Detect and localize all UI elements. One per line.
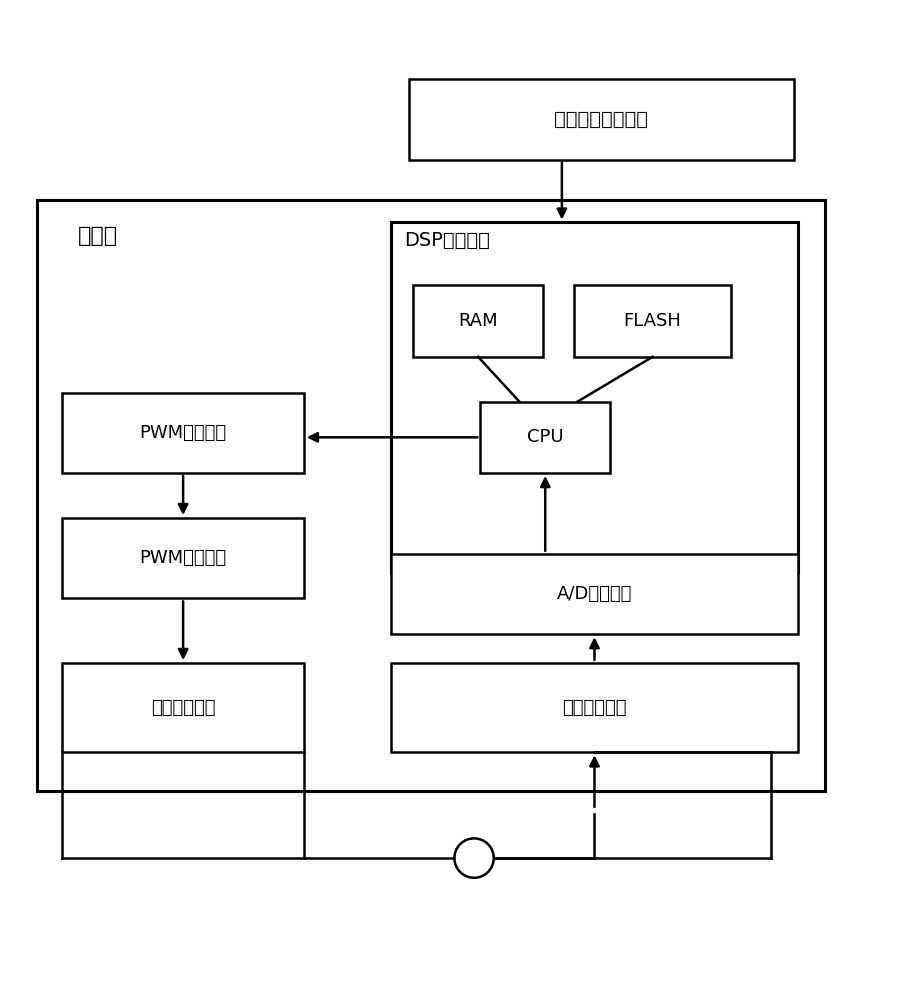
Bar: [409, 79, 794, 160]
Text: 控制器: 控制器: [77, 226, 118, 246]
Text: CPU: CPU: [527, 428, 564, 446]
Text: RAM: RAM: [458, 312, 497, 330]
Text: A/D转换单元: A/D转换单元: [557, 585, 632, 603]
Text: FLASH: FLASH: [624, 312, 682, 330]
Text: 逆变电源回路: 逆变电源回路: [151, 699, 216, 717]
Text: DSP处理单元: DSP处理单元: [404, 231, 490, 250]
Text: PWM输出单元: PWM输出单元: [139, 424, 226, 442]
Text: 电流检测单元: 电流检测单元: [562, 699, 627, 717]
Bar: [62, 393, 304, 473]
Bar: [575, 285, 731, 357]
Bar: [391, 554, 798, 634]
Bar: [391, 222, 798, 572]
Bar: [62, 518, 304, 598]
Bar: [37, 200, 825, 791]
Bar: [480, 402, 610, 473]
Bar: [413, 285, 543, 357]
Bar: [391, 663, 798, 752]
Bar: [62, 663, 304, 752]
Text: 焊接电流设定单元: 焊接电流设定单元: [554, 110, 648, 129]
Text: PWM驱动单元: PWM驱动单元: [139, 549, 226, 567]
